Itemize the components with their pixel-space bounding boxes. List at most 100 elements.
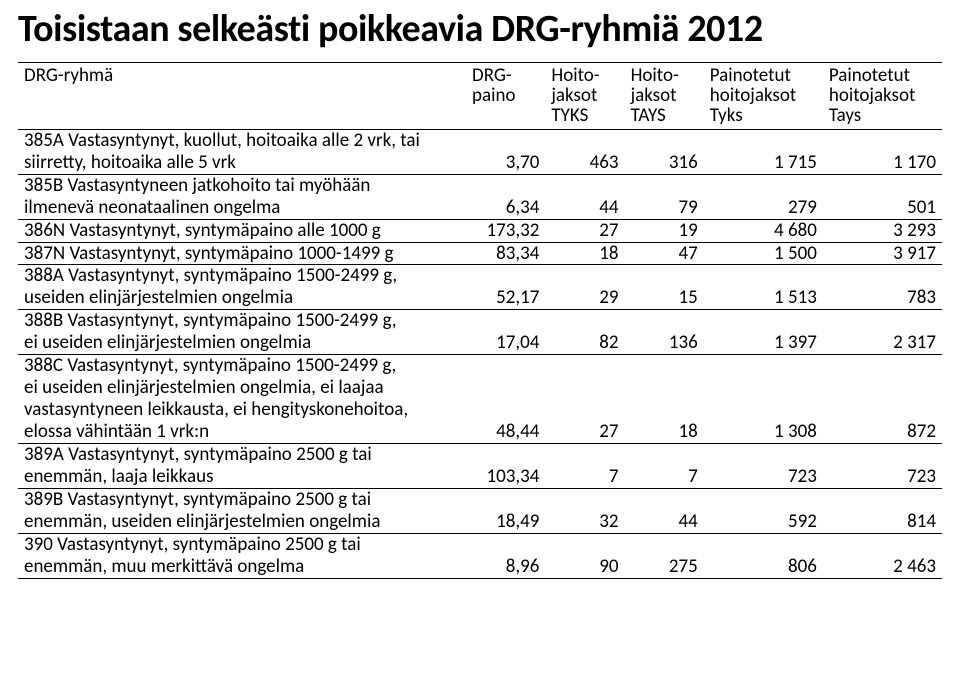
cell-value: 4 680 [704,219,823,242]
col-header-tyks: Hoito- jaksot TYKS [545,63,624,130]
cell-value [625,355,704,377]
cell-value: 15 [625,287,704,309]
row-label: enemmän, laaja leikkaus [18,466,466,488]
col-header-group: DRG-ryhmä [18,63,466,130]
cell-value [466,310,545,332]
row-label: enemmän, useiden elinjärjestelmien ongel… [18,511,466,533]
cell-value: 1 513 [704,287,823,309]
table-row: 389B Vastasyntynyt, syntymäpaino 2500 g … [18,488,942,510]
cell-value: 8,96 [466,556,545,578]
cell-value [545,399,624,421]
cell-value [625,377,704,399]
cell-value [466,443,545,465]
cell-value [466,488,545,510]
cell-value: 723 [823,466,942,488]
cell-value [466,355,545,377]
cell-value [545,355,624,377]
cell-value: 3,70 [466,152,545,174]
cell-value [466,129,545,151]
cell-value: 463 [545,152,624,174]
cell-value: 136 [625,332,704,354]
header-row: DRG-ryhmä DRG- paino Hoito- jaksot TYKS … [18,63,942,130]
cell-value [466,399,545,421]
row-label: vastasyntyneen leikkausta, ei hengitysko… [18,399,466,421]
table-row: 388A Vastasyntynyt, syntymäpaino 1500-24… [18,265,942,287]
cell-value: 18 [625,421,704,443]
cell-value: 90 [545,556,624,578]
row-label: useiden elinjärjestelmien ongelmia [18,287,466,309]
cell-value [466,174,545,196]
row-label: 388A Vastasyntynyt, syntymäpaino 1500-24… [18,265,466,287]
cell-value: 279 [704,197,823,219]
table-row: vastasyntyneen leikkausta, ei hengitysko… [18,399,942,421]
row-label: 386N Vastasyntynyt, syntymäpaino alle 10… [18,219,466,242]
cell-value: 18 [545,242,624,265]
cell-value: 2 317 [823,332,942,354]
col-header-ptays-l3: Tays [829,104,861,127]
row-label: 387N Vastasyntynyt, syntymäpaino 1000-14… [18,242,466,265]
cell-value [466,265,545,287]
row-label: elossa vähintään 1 vrk:n [18,421,466,443]
cell-value: 44 [625,511,704,533]
row-label: 385A Vastasyntynyt, kuollut, hoitoaika a… [18,129,466,151]
cell-value: 806 [704,556,823,578]
cell-value [625,399,704,421]
table-row: 388C Vastasyntynyt, syntymäpaino 1500-24… [18,355,942,377]
cell-value [823,355,942,377]
cell-value: 79 [625,197,704,219]
cell-value: 3 917 [823,242,942,265]
cell-value [704,310,823,332]
cell-value [704,399,823,421]
table-row: enemmän, muu merkittävä ongelma8,9690275… [18,556,942,578]
table-row: 385A Vastasyntynyt, kuollut, hoitoaika a… [18,129,942,151]
cell-value [704,488,823,510]
row-label: siirretty, hoitoaika alle 5 vrk [18,152,466,174]
cell-value: 44 [545,197,624,219]
table-row: 385B Vastasyntyneen jatkohoito tai myöhä… [18,174,942,196]
cell-value [545,310,624,332]
cell-value: 275 [625,556,704,578]
cell-value [704,533,823,555]
cell-value [545,129,624,151]
cell-value: 501 [823,197,942,219]
cell-value: 3 293 [823,219,942,242]
page-title: Toisistaan selkeästi poikkeavia DRG-ryhm… [18,6,942,52]
cell-value: 6,34 [466,197,545,219]
cell-value [704,355,823,377]
cell-value: 27 [545,421,624,443]
row-label: ei useiden elinjärjestelmien ongelmia [18,332,466,354]
cell-value: 29 [545,287,624,309]
cell-value [704,377,823,399]
row-label: ilmenevä neonataalinen ongelma [18,197,466,219]
table-row: elossa vähintään 1 vrk:n48,4427181 30887… [18,421,942,443]
cell-value: 592 [704,511,823,533]
cell-value: 1 170 [823,152,942,174]
cell-value [545,488,624,510]
cell-value [704,443,823,465]
cell-value: 1 308 [704,421,823,443]
table-row: useiden elinjärjestelmien ongelmia52,172… [18,287,942,309]
drg-table: DRG-ryhmä DRG- paino Hoito- jaksot TYKS … [18,62,942,579]
table-row: enemmän, laaja leikkaus103,3477723723 [18,466,942,488]
cell-value: 316 [625,152,704,174]
cell-value: 1 715 [704,152,823,174]
table-row: 388B Vastasyntynyt, syntymäpaino 1500-24… [18,310,942,332]
cell-value: 173,32 [466,219,545,242]
cell-value: 1 500 [704,242,823,265]
table-row: ei useiden elinjärjestelmien ongelmia17,… [18,332,942,354]
table-row: ei useiden elinjärjestelmien ongelmia, e… [18,377,942,399]
row-label: 385B Vastasyntyneen jatkohoito tai myöhä… [18,174,466,196]
cell-value [625,310,704,332]
cell-value: 19 [625,219,704,242]
cell-value [704,129,823,151]
cell-value [466,533,545,555]
cell-value [545,377,624,399]
cell-value [545,443,624,465]
cell-value: 27 [545,219,624,242]
cell-value: 17,04 [466,332,545,354]
table-row: 387N Vastasyntynyt, syntymäpaino 1000-14… [18,242,942,265]
cell-value [625,488,704,510]
table-row: enemmän, useiden elinjärjestelmien ongel… [18,511,942,533]
row-label: 389B Vastasyntynyt, syntymäpaino 2500 g … [18,488,466,510]
cell-value [823,533,942,555]
